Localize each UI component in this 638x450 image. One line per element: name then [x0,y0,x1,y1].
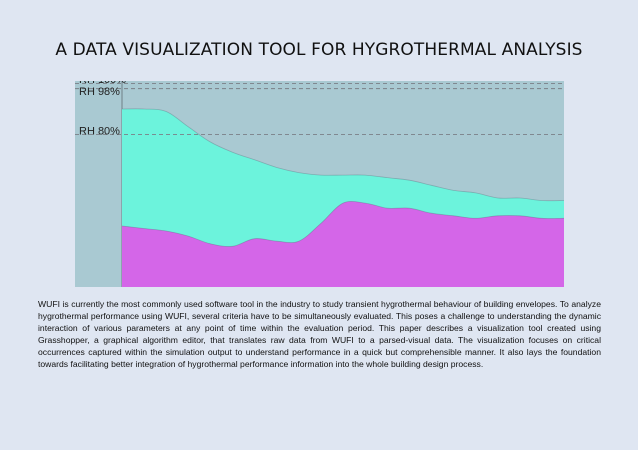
area-series-1 [122,201,564,287]
area-series-group [121,108,564,287]
hygrothermal-chart: RH 100%RH 98% RH 80% [75,81,564,287]
reference-lines-group: RH 100%RH 98% RH 80% [75,81,564,137]
area-series-1-outline [121,200,564,247]
reference-label-98: RH 98% [79,86,120,98]
page-title: A DATA VISUALIZATION TOOL FOR HYGROTHERM… [55,40,583,60]
area-series-2-outline [121,108,564,202]
reference-label-80: RH 80% [79,125,120,137]
abstract-text: WUFI is currently the most commonly used… [38,299,601,369]
chart-svg: RH 100%RH 98% RH 80% [75,81,564,287]
reference-label-100: RH 100% [79,81,126,86]
